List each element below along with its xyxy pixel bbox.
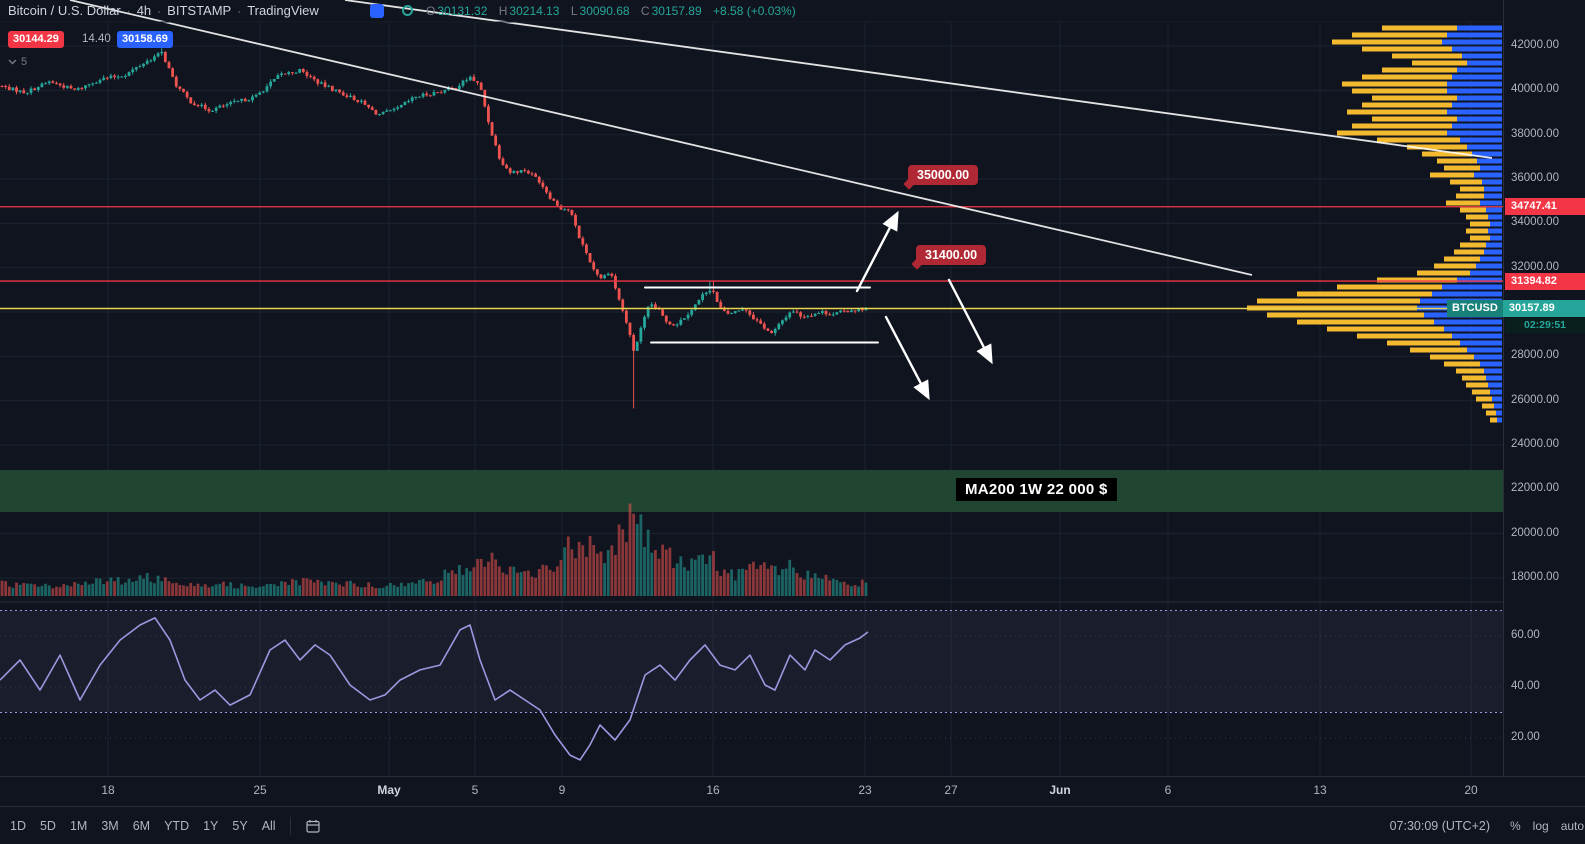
current-price-value: 30157.89 <box>1502 300 1585 317</box>
range-button-5y[interactable]: 5Y <box>232 819 248 833</box>
rsi-tick-label: 40.00 <box>1511 680 1540 692</box>
range-button-6m[interactable]: 6M <box>132 819 151 833</box>
low-value: 30090.68 <box>579 4 630 18</box>
rsi-band <box>0 610 1503 739</box>
price-tick-label: 26000.00 <box>1511 393 1559 406</box>
low-label: L <box>570 4 578 18</box>
symbol-name[interactable]: Bitcoin / U.S. Dollar <box>8 3 121 18</box>
projection-arrows[interactable] <box>855 210 993 401</box>
price-tick-label: 18000.00 <box>1511 571 1559 583</box>
price-tick-label: 34000.00 <box>1511 216 1559 229</box>
time-tick-label: May <box>377 783 401 797</box>
price-tick-label: 42000.00 <box>1511 39 1559 51</box>
open-label: O <box>426 4 436 18</box>
bar-countdown: 02:29:51 <box>1505 318 1585 333</box>
symbol-title[interactable]: Bitcoin / U.S. Dollar · 4h · BITSTAMP · Tradin… <box>8 0 319 22</box>
price-tick-label: 24000.00 <box>1511 438 1559 450</box>
ohlc-readout: O 30131.32 H 30214.13 L 30090.68 C 30157.89 … <box>426 0 796 22</box>
toolbar-divider <box>289 817 291 835</box>
brand-label: TradingView <box>247 3 319 18</box>
price-tick-label: 28000.00 <box>1511 349 1559 362</box>
time-tick-label: 20 <box>1464 783 1478 797</box>
price-tick-label: 40000.00 <box>1511 83 1559 96</box>
chevron-down-icon <box>8 59 17 65</box>
trend-lines[interactable] <box>69 0 1493 276</box>
time-tick-label: 23 <box>858 783 872 797</box>
ma200-band[interactable] <box>0 470 1503 512</box>
time-tick-label: 18 <box>101 783 115 797</box>
log-scale-toggle[interactable]: log <box>1532 819 1549 833</box>
blue-marker-icon[interactable] <box>370 4 384 18</box>
time-tick-label: 6 <box>1164 783 1172 797</box>
exchange-label: BITSTAMP <box>167 3 232 18</box>
high-label: H <box>498 4 508 18</box>
time-tick-label: 16 <box>706 783 720 797</box>
level-price-label-34747: 34747.41 <box>1505 198 1585 216</box>
status-dot-icon[interactable] <box>402 5 413 16</box>
price-tick-label: 20000.00 <box>1511 526 1559 539</box>
current-symbol: BTCUSD <box>1447 300 1503 317</box>
volume-profile-layer <box>1247 25 1502 423</box>
rsi-tick-label: 20.00 <box>1511 731 1540 743</box>
price-level-lines[interactable] <box>0 206 1503 344</box>
current-price-label: BTCUSD 30157.89 <box>1447 300 1585 317</box>
low-price-badge[interactable]: 30144.29 <box>8 31 64 48</box>
auto-scale-toggle[interactable]: auto <box>1560 819 1585 833</box>
scale-options: % log auto <box>1510 807 1584 844</box>
time-tick-label: 9 <box>558 783 566 797</box>
ma200-banner-text[interactable]: MA200 1W 22 000 $ <box>956 478 1117 501</box>
time-tick-label: 27 <box>944 783 958 797</box>
go-to-date-icon[interactable] <box>305 818 321 834</box>
volume-bars-layer <box>0 503 868 596</box>
rsi-line-layer <box>0 617 869 761</box>
indicator-collapse-toggle[interactable]: 5 <box>8 56 27 68</box>
price-target-callout-31400[interactable]: 31400.00 <box>916 245 987 265</box>
price-tick-label: 36000.00 <box>1511 172 1559 184</box>
range-button-1d[interactable]: 1D <box>10 819 26 833</box>
indicator-count: 5 <box>21 56 28 68</box>
range-value-label: 14.40 <box>82 33 111 45</box>
price-axis[interactable]: 42000.00 40000.00 38000.00 36000.00 34000.00… <box>1447 0 1585 844</box>
time-tick-label: 5 <box>471 783 479 797</box>
high-value: 30214.13 <box>509 4 560 18</box>
range-button-1m[interactable]: 1M <box>69 819 88 833</box>
bottom-toolbar: 1D 5D 1M 3M 6M YTD 1Y 5Y All 07:30:09 (UTC+2) % … <box>0 806 1585 844</box>
range-button-all[interactable]: All <box>261 819 276 833</box>
chart-header: Bitcoin / U.S. Dollar · 4h · BITSTAMP · Tradin… <box>0 0 1503 22</box>
open-value: 30131.32 <box>437 4 488 18</box>
time-axis[interactable]: 18 25 May 5 9 16 23 27 Jun 6 13 20 <box>0 776 1585 806</box>
title-separator: · <box>157 4 162 18</box>
title-separator: · <box>237 4 242 18</box>
price-tick-label: 32000.00 <box>1511 260 1559 273</box>
pane-separators <box>0 21 1585 603</box>
candles-layer <box>0 48 868 409</box>
range-button-ytd[interactable]: YTD <box>164 819 190 833</box>
time-tick-label: 13 <box>1313 783 1327 797</box>
change-value: +8.58 (+0.03%) <box>713 4 796 18</box>
close-value: 30157.89 <box>651 4 702 18</box>
price-tick-label: 22000.00 <box>1511 482 1559 495</box>
range-button-3m[interactable]: 3M <box>101 819 119 833</box>
price-target-callout-35000[interactable]: 35000.00 <box>908 165 979 185</box>
time-tick-label: 25 <box>253 783 267 797</box>
level-price-label-31394: 31394.82 <box>1505 272 1585 290</box>
percent-scale-toggle[interactable]: % <box>1510 819 1521 833</box>
clock-timezone[interactable]: 07:30:09 (UTC+2) <box>1389 819 1490 833</box>
date-range-buttons: 1D 5D 1M 3M 6M YTD 1Y 5Y All <box>10 807 321 844</box>
price-tick-label: 38000.00 <box>1511 127 1559 140</box>
interval-label[interactable]: 4h <box>136 3 152 18</box>
close-label: C <box>640 4 650 18</box>
title-separator: · <box>126 4 131 18</box>
time-tick-label: Jun <box>1049 783 1071 797</box>
high-price-badge[interactable]: 30158.69 <box>117 31 173 48</box>
rsi-tick-label: 60.00 <box>1511 629 1540 641</box>
range-button-1y[interactable]: 1Y <box>203 819 219 833</box>
range-button-5d[interactable]: 5D <box>39 819 56 833</box>
